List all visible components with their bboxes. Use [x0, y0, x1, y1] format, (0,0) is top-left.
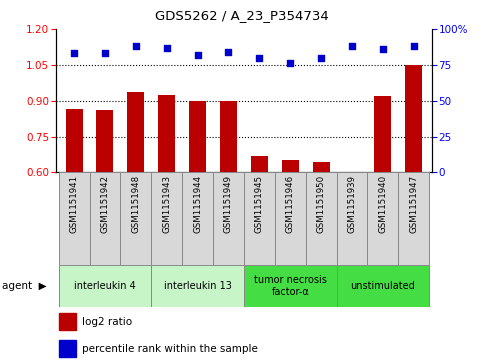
Point	[348, 43, 356, 49]
Text: GSM1151948: GSM1151948	[131, 175, 141, 233]
Bar	[58, 172, 89, 265]
Bar	[368, 172, 398, 265]
Point	[163, 45, 170, 50]
Text: GSM1151939: GSM1151939	[347, 175, 356, 233]
Text: GSM1151942: GSM1151942	[100, 175, 110, 233]
Bar	[182, 172, 213, 265]
Bar	[244, 265, 337, 307]
Point	[101, 50, 109, 56]
Point	[379, 46, 387, 52]
Bar	[97, 110, 114, 172]
Bar	[405, 65, 422, 172]
Bar	[282, 160, 298, 172]
Bar	[306, 172, 337, 265]
Text: unstimulated: unstimulated	[351, 281, 415, 291]
Bar	[398, 172, 429, 265]
Text: interleukin 13: interleukin 13	[164, 281, 231, 291]
Bar	[120, 172, 151, 265]
Bar	[251, 156, 268, 172]
Text: tumor necrosis
factor-α: tumor necrosis factor-α	[254, 275, 327, 297]
Text: GSM1151947: GSM1151947	[409, 175, 418, 233]
Point	[70, 50, 78, 56]
Text: GSM1151941: GSM1151941	[70, 175, 79, 233]
Bar	[158, 95, 175, 172]
Text: percentile rank within the sample: percentile rank within the sample	[82, 344, 258, 354]
Bar	[337, 265, 429, 307]
Text: GSM1151946: GSM1151946	[286, 175, 295, 233]
Point	[286, 61, 294, 66]
Text: GSM1151944: GSM1151944	[193, 175, 202, 233]
Bar	[244, 172, 275, 265]
Bar	[58, 265, 151, 307]
Text: GSM1151943: GSM1151943	[162, 175, 171, 233]
Bar	[66, 109, 83, 172]
Text: log2 ratio: log2 ratio	[82, 317, 132, 327]
Bar	[374, 96, 391, 172]
Text: interleukin 4: interleukin 4	[74, 281, 136, 291]
Bar	[59, 340, 76, 357]
Bar	[313, 162, 329, 172]
Point	[256, 55, 263, 61]
Text: GSM1151940: GSM1151940	[378, 175, 387, 233]
Bar	[189, 101, 206, 172]
Point	[410, 43, 418, 49]
Point	[317, 55, 325, 61]
Point	[132, 43, 140, 49]
Bar	[220, 101, 237, 172]
Bar	[128, 92, 144, 172]
Point	[225, 49, 232, 55]
Bar	[337, 172, 368, 265]
Bar	[213, 172, 244, 265]
Text: GSM1151950: GSM1151950	[317, 175, 326, 233]
Text: GDS5262 / A_23_P354734: GDS5262 / A_23_P354734	[155, 9, 328, 22]
Text: GSM1151945: GSM1151945	[255, 175, 264, 233]
Bar	[275, 172, 306, 265]
Bar	[89, 172, 120, 265]
Text: GSM1151949: GSM1151949	[224, 175, 233, 233]
Bar	[151, 265, 244, 307]
Text: agent  ▶: agent ▶	[2, 281, 47, 291]
Bar	[151, 172, 182, 265]
Bar	[59, 314, 76, 330]
Point	[194, 52, 201, 58]
